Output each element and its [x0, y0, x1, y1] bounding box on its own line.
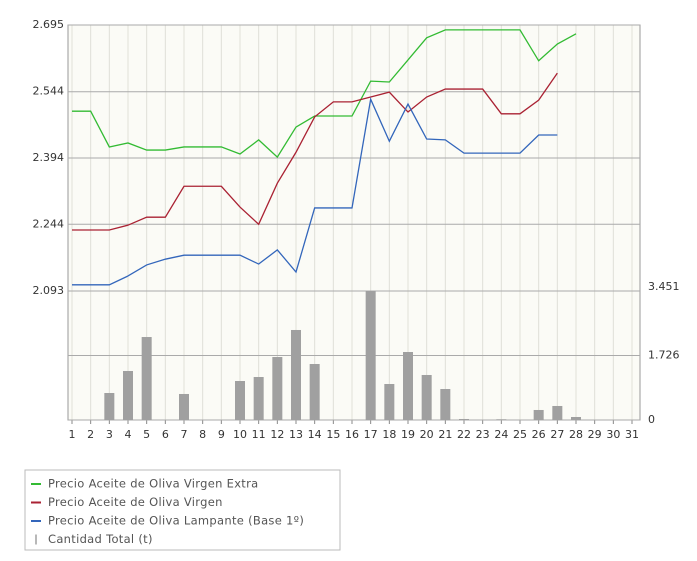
x-tick-label: 20 — [420, 428, 434, 441]
y-tick-label: 2.695 — [33, 18, 65, 31]
x-tick-label: 15 — [326, 428, 340, 441]
y-tick-label: 2.544 — [33, 85, 65, 98]
x-tick-label: 6 — [162, 428, 169, 441]
legend-label: Precio Aceite de Oliva Lampante (Base 1º… — [48, 514, 304, 528]
series-line — [72, 29, 577, 159]
x-tick-label: 10 — [233, 428, 247, 441]
y2-tick-label: 0 — [648, 413, 655, 426]
legend-box — [24, 469, 341, 551]
y2-tick-label: 1.726 — [648, 348, 680, 361]
series-line — [72, 97, 558, 286]
bar — [403, 352, 413, 420]
x-tick-label: 7 — [181, 428, 188, 441]
x-tick-label: 16 — [345, 428, 359, 441]
bar — [365, 291, 376, 420]
x-tick-label: 21 — [438, 428, 452, 441]
y-tick-label: 2.244 — [33, 217, 65, 230]
x-tick-label: 8 — [199, 428, 206, 441]
bar — [253, 377, 264, 420]
x-tick-label: 30 — [606, 428, 620, 441]
bar — [421, 374, 432, 420]
legend-label: Precio Aceite de Oliva Virgen Extra — [48, 477, 258, 491]
legend: Precio Aceite de Oliva Virgen Extra Preci… — [24, 469, 341, 551]
bar — [440, 389, 451, 420]
x-tick-label: 11 — [252, 428, 266, 441]
x-tick-label: 3 — [106, 428, 113, 441]
bar — [496, 419, 507, 420]
bar — [571, 417, 581, 420]
bar — [309, 364, 320, 420]
x-tick-label: 17 — [364, 428, 378, 441]
series-line — [72, 72, 558, 231]
x-tick-label: 1 — [69, 428, 76, 441]
x-tick-label: 26 — [532, 428, 546, 441]
x-tick-label: 5 — [143, 428, 150, 441]
bar — [141, 337, 152, 420]
y2-tick-label: 3.451 — [648, 280, 680, 293]
legend-label: Precio Aceite de Oliva Virgen — [48, 495, 223, 509]
x-tick-label: 31 — [625, 428, 639, 441]
x-tick-label: 14 — [308, 428, 322, 441]
legend-label: Cantidad Total (t) — [48, 532, 153, 546]
x-tick-label: 22 — [457, 428, 471, 441]
x-tick-label: 18 — [382, 428, 396, 441]
bar — [179, 393, 189, 420]
x-tick-label: 13 — [289, 428, 303, 441]
x-tick-label: 27 — [550, 428, 564, 441]
bar — [552, 405, 563, 420]
x-tick-label: 12 — [270, 428, 284, 441]
x-tick-label: 28 — [569, 428, 583, 441]
x-tick-label: 2 — [87, 428, 94, 441]
bar — [384, 384, 395, 420]
bar — [123, 370, 133, 420]
bar — [235, 381, 245, 420]
bar — [272, 357, 283, 420]
x-tick-label: 24 — [494, 428, 508, 441]
x-tick-label: 19 — [401, 428, 415, 441]
bar — [533, 409, 544, 420]
plot-area — [67, 24, 641, 421]
x-tick-label: 23 — [476, 428, 490, 441]
x-tick-label: 4 — [125, 428, 132, 441]
bar — [291, 329, 301, 420]
y-tick-label: 2.394 — [33, 151, 65, 164]
bar — [459, 418, 469, 420]
y-tick-label: 2.093 — [33, 284, 65, 297]
x-tick-label: 25 — [513, 428, 527, 441]
x-tick-label: 29 — [588, 428, 602, 441]
x-tick-label: 9 — [218, 428, 225, 441]
bar — [104, 393, 115, 420]
